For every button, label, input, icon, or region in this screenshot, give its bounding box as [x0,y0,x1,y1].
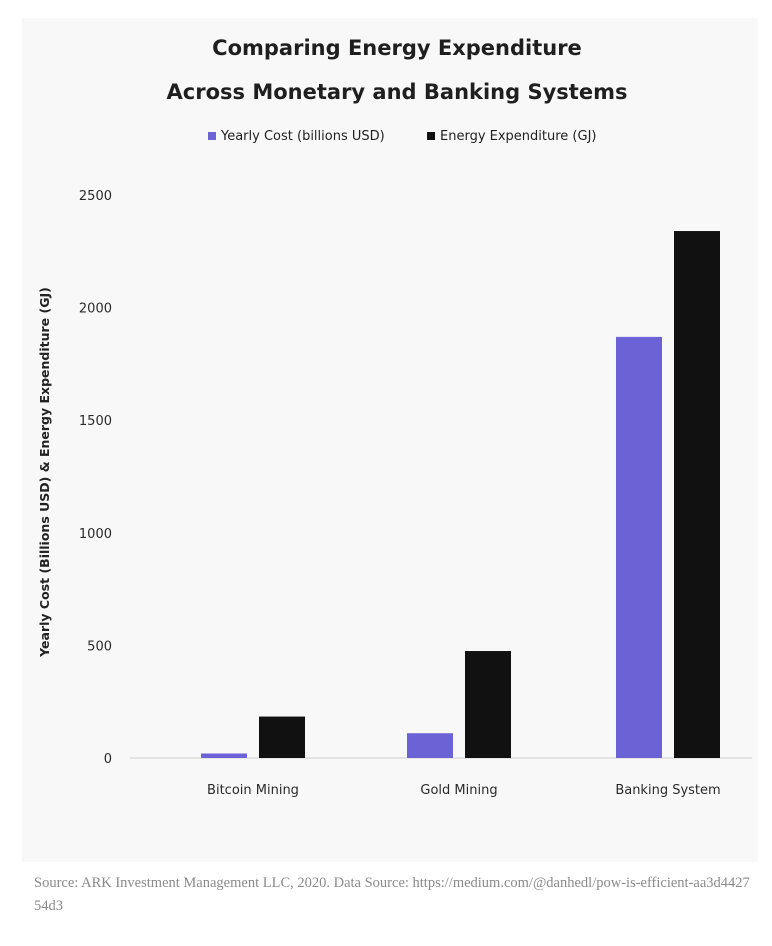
chart-title-line-2: Across Monetary and Banking Systems [167,80,628,104]
chart-panel: Comparing Energy Expenditure Across Mone… [22,18,758,862]
y-tick-label: 0 [104,752,112,767]
x-axis-ticks: Bitcoin Mining Gold Mining Banking System [207,783,721,798]
y-tick-label: 1500 [79,414,112,429]
legend-label-energy-expenditure: Energy Expenditure (GJ) [440,129,596,144]
legend-swatch-yearly-cost [208,132,216,140]
y-tick-label: 2000 [79,302,112,317]
x-tick-label: Banking System [615,783,720,798]
y-tick-label: 2500 [79,189,112,204]
legend-swatch-energy-expenditure [427,132,435,140]
y-axis-label: Yearly Cost (Billions USD) & Energy Expe… [37,287,52,658]
y-axis-ticks: 0 500 1000 1500 2000 2500 [79,189,112,767]
bar-energy-expenditure [674,231,720,759]
y-tick-label: 500 [87,639,112,654]
bar-energy-expenditure [259,716,305,758]
bar-energy-expenditure [465,651,511,758]
x-tick-label: Gold Mining [420,783,497,798]
y-tick-label: 1000 [79,527,112,542]
x-tick-label: Bitcoin Mining [207,783,299,798]
bar-yearly-cost [201,753,247,758]
legend: Yearly Cost (billions USD) Energy Expend… [208,129,596,144]
bar-chart: Comparing Energy Expenditure Across Mone… [37,36,752,798]
legend-label-yearly-cost: Yearly Cost (billions USD) [220,129,385,144]
bar-yearly-cost [616,336,662,758]
bar-yearly-cost [407,733,453,758]
bars [201,231,720,759]
source-note: Source: ARK Investment Management LLC, 2… [34,875,750,914]
chart-title-line-1: Comparing Energy Expenditure [212,36,582,60]
